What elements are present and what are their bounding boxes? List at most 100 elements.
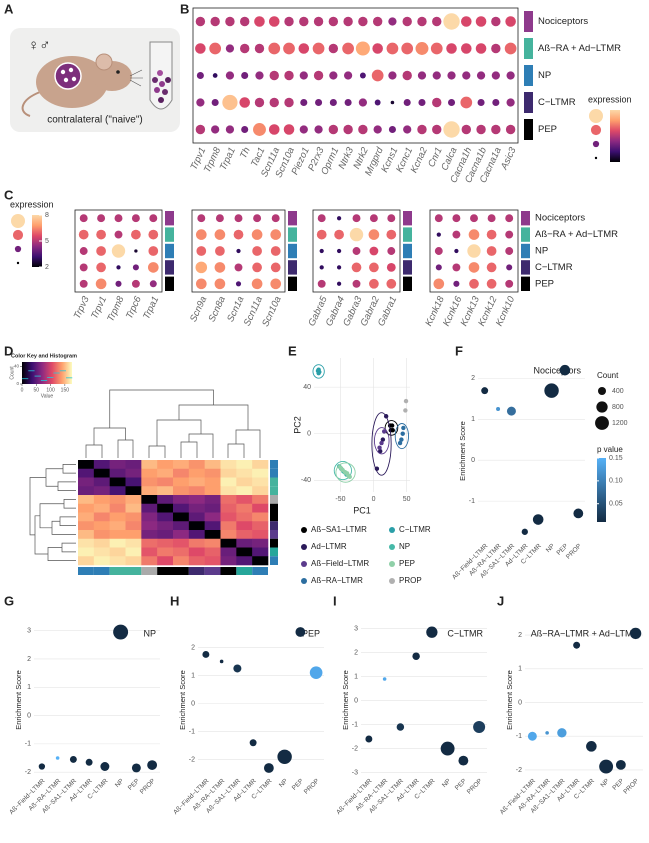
heatmap-cell bbox=[173, 512, 190, 522]
y-tick-label: 3 bbox=[27, 628, 31, 635]
dot bbox=[432, 97, 442, 108]
dot bbox=[234, 263, 243, 272]
row-color bbox=[403, 227, 412, 242]
legend-swatch bbox=[301, 527, 307, 533]
heatmap-cell bbox=[220, 486, 237, 496]
y-tick-label: -1 bbox=[352, 721, 358, 728]
column-annotation bbox=[252, 567, 268, 575]
heatmap-cell bbox=[141, 538, 158, 548]
heatmap-cell bbox=[141, 556, 158, 566]
dot bbox=[96, 246, 106, 256]
legend-swatch bbox=[301, 578, 307, 584]
dot bbox=[270, 262, 281, 273]
heatmap-cell bbox=[236, 530, 253, 540]
dot bbox=[317, 279, 326, 288]
heatmap-cell bbox=[236, 503, 253, 513]
x-tick-label: NP bbox=[599, 778, 610, 789]
dot bbox=[234, 214, 243, 223]
heatmap-cell bbox=[188, 512, 205, 522]
key-tick-label: 40 bbox=[14, 364, 20, 369]
dot bbox=[195, 124, 206, 135]
dot bbox=[504, 42, 517, 55]
row-color bbox=[524, 119, 533, 140]
dot bbox=[477, 98, 485, 107]
dot bbox=[284, 97, 294, 108]
heatmap-cell bbox=[204, 468, 221, 478]
mouse-tail bbox=[21, 91, 41, 117]
dot bbox=[467, 244, 481, 258]
dot bbox=[443, 13, 460, 30]
dot bbox=[452, 263, 461, 272]
bubble bbox=[573, 508, 584, 519]
mouse-ear bbox=[95, 53, 113, 71]
dot bbox=[114, 230, 123, 239]
size-legend-dot bbox=[594, 156, 598, 160]
dot bbox=[252, 246, 262, 256]
point bbox=[374, 466, 380, 471]
heatmap-cell bbox=[252, 495, 269, 505]
point bbox=[377, 445, 382, 450]
tube-cell bbox=[152, 77, 158, 83]
drg-cell bbox=[71, 76, 77, 82]
y-tick-label: 0 bbox=[307, 431, 311, 438]
dot bbox=[369, 214, 378, 223]
heatmap-cell bbox=[157, 521, 174, 531]
dot bbox=[328, 43, 339, 54]
sex-symbols: ♀♂ bbox=[28, 37, 51, 54]
column-annotation bbox=[220, 567, 237, 575]
dot bbox=[415, 42, 429, 55]
drg-cell bbox=[63, 77, 69, 83]
heatmap-cell bbox=[252, 547, 269, 557]
dot bbox=[313, 16, 324, 27]
dot bbox=[254, 43, 265, 54]
dot bbox=[131, 279, 140, 288]
heatmap-cell bbox=[157, 547, 174, 557]
heatmap-cell bbox=[109, 486, 126, 496]
panel-label: G bbox=[4, 593, 14, 608]
dot bbox=[372, 16, 383, 27]
panel-label: D bbox=[4, 343, 13, 358]
heatmap-cell bbox=[109, 477, 126, 487]
gene-label: Th bbox=[238, 146, 253, 161]
y-tick-label: -1 bbox=[25, 741, 31, 748]
dot bbox=[491, 71, 500, 80]
bubble bbox=[249, 739, 257, 747]
bubble bbox=[396, 723, 405, 731]
dot bbox=[316, 229, 327, 240]
dot bbox=[235, 281, 242, 287]
dot bbox=[313, 70, 324, 81]
dot bbox=[299, 125, 308, 134]
confidence-ellipse bbox=[373, 427, 390, 455]
heatmap-cell bbox=[157, 495, 174, 505]
dot bbox=[386, 262, 396, 272]
row-label: Nociceptors bbox=[535, 213, 585, 224]
heatmap-cell bbox=[78, 530, 95, 540]
y-tick-label: 2 bbox=[191, 644, 195, 651]
dot bbox=[215, 214, 224, 223]
bubble bbox=[219, 659, 224, 664]
dot bbox=[358, 16, 368, 27]
dot bbox=[270, 229, 282, 240]
dot bbox=[402, 70, 412, 81]
heatmap-cell bbox=[173, 547, 190, 557]
x-tick-label: 0 bbox=[372, 496, 376, 503]
dot bbox=[212, 73, 218, 78]
dot bbox=[476, 124, 486, 135]
dot bbox=[505, 247, 514, 255]
panel-label: E bbox=[288, 343, 297, 358]
x-tick-label: PROP bbox=[303, 778, 321, 796]
dot bbox=[343, 16, 353, 27]
dot bbox=[196, 71, 204, 80]
heatmap-cell bbox=[252, 503, 269, 513]
panel-label: C bbox=[4, 187, 14, 202]
dot bbox=[506, 71, 515, 80]
dot bbox=[131, 214, 140, 223]
dot bbox=[386, 42, 399, 55]
size-legend-title: Count bbox=[597, 371, 619, 380]
dot bbox=[403, 98, 411, 107]
y-tick-label: 0 bbox=[518, 699, 522, 706]
dot bbox=[505, 16, 516, 27]
dot bbox=[315, 98, 323, 107]
heatmap-cell bbox=[173, 477, 190, 487]
dot bbox=[402, 16, 412, 27]
